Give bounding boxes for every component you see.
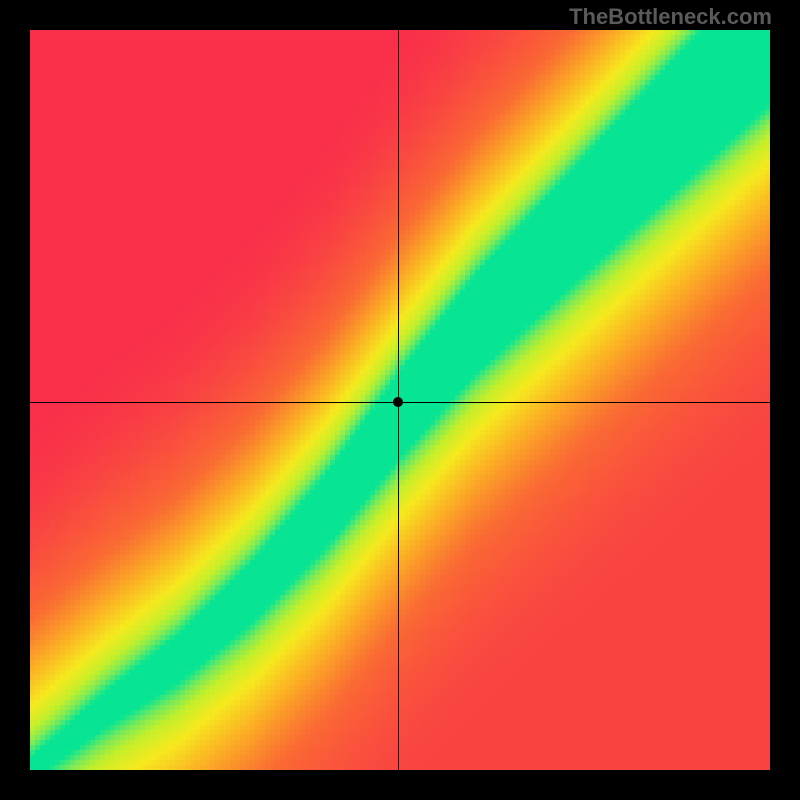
watermark-text: TheBottleneck.com — [569, 4, 772, 30]
selection-marker — [393, 397, 403, 407]
